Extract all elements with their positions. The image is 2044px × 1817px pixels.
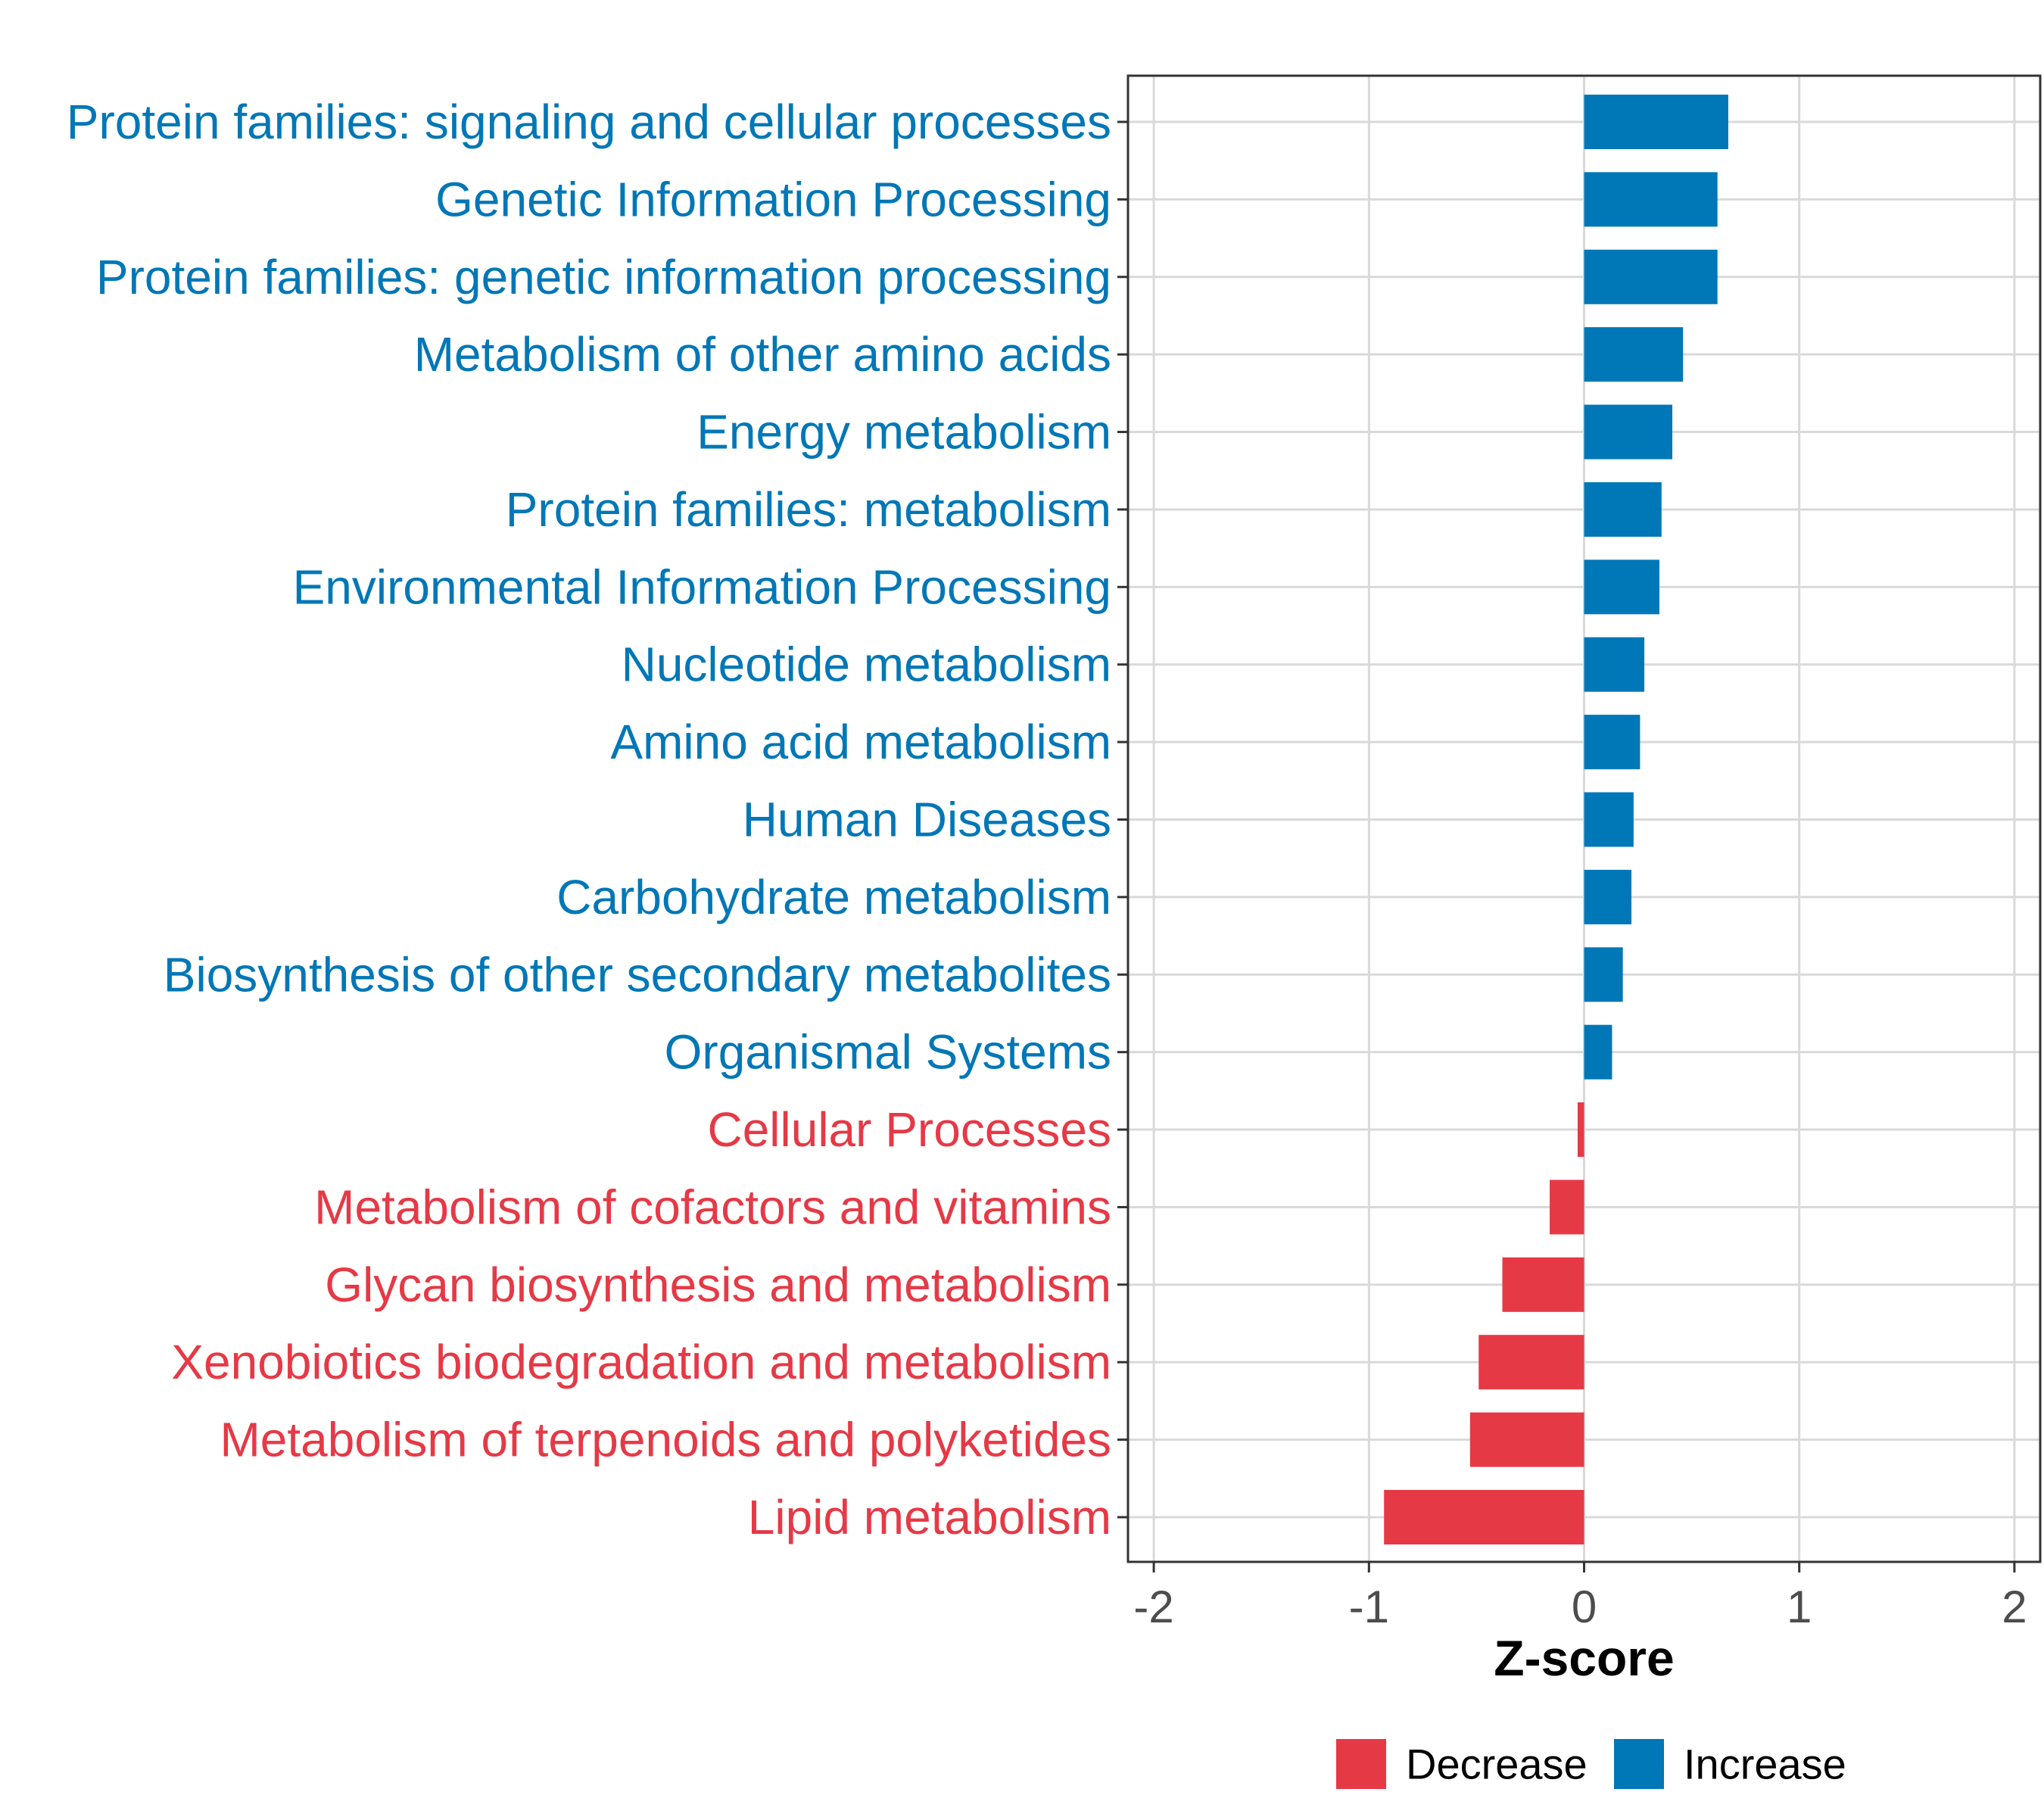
category-label: Genetic Information Processing [435,172,1111,226]
legend-label-increase: Increase [1684,1741,1846,1788]
bar-increase[interactable] [1584,249,1718,304]
bar-increase[interactable] [1584,95,1728,149]
category-label: Carbohydrate metabolism [556,870,1111,924]
category-label: Biosynthesis of other secondary metaboli… [164,947,1111,1002]
x-tick-label: 0 [1572,1582,1597,1632]
category-label: Metabolism of other amino acids [414,327,1111,382]
bar-decrease[interactable] [1502,1257,1584,1312]
bar-decrease[interactable] [1478,1335,1584,1390]
bar-increase[interactable] [1584,482,1662,537]
legend-swatch-decrease [1336,1739,1386,1789]
category-label: Amino acid metabolism [610,715,1111,769]
bar-decrease[interactable] [1577,1102,1584,1158]
bar-increase[interactable] [1584,869,1632,924]
bar-increase[interactable] [1584,1024,1612,1080]
category-label: Human Diseases [743,793,1111,847]
category-label: Environmental Information Processing [293,559,1111,614]
category-label: Metabolism of cofactors and vitamins [314,1180,1111,1234]
bar-increase[interactable] [1584,404,1673,460]
bar-increase[interactable] [1584,327,1684,382]
x-tick-label: 2 [2002,1582,2027,1632]
category-label: Lipid metabolism [748,1490,1111,1544]
x-tick-label: -1 [1349,1582,1389,1632]
bar-increase[interactable] [1584,637,1645,692]
bar-increase[interactable] [1584,947,1623,1002]
category-label: Protein families: genetic information pr… [96,250,1111,304]
category-label: Cellular Processes [707,1102,1111,1157]
category-label: Nucleotide metabolism [622,637,1111,692]
bar-decrease[interactable] [1469,1412,1584,1467]
category-label: Glycan biosynthesis and metabolism [325,1258,1111,1312]
bar-decrease[interactable] [1550,1180,1584,1235]
category-label: Xenobiotics biodegradation and metabolis… [171,1335,1111,1389]
category-label: Protein families: signaling and cellular… [67,95,1111,149]
bar-decrease[interactable] [1384,1490,1584,1544]
x-tick-label: -2 [1133,1582,1173,1632]
bar-increase[interactable] [1584,559,1659,615]
legend-swatch-increase [1614,1739,1664,1789]
bar-increase[interactable] [1584,172,1718,227]
bar-increase[interactable] [1584,715,1640,770]
x-tick-label: 1 [1787,1582,1812,1632]
bar-increase[interactable] [1584,792,1634,847]
category-label: Organismal Systems [665,1025,1111,1080]
legend-label-decrease: Decrease [1406,1741,1588,1788]
category-label: Metabolism of terpenoids and polyketides [220,1413,1111,1467]
category-label: Protein families: metabolism [506,482,1111,537]
x-axis-title: Z-score [1494,1630,1674,1686]
category-label: Energy metabolism [696,405,1111,460]
